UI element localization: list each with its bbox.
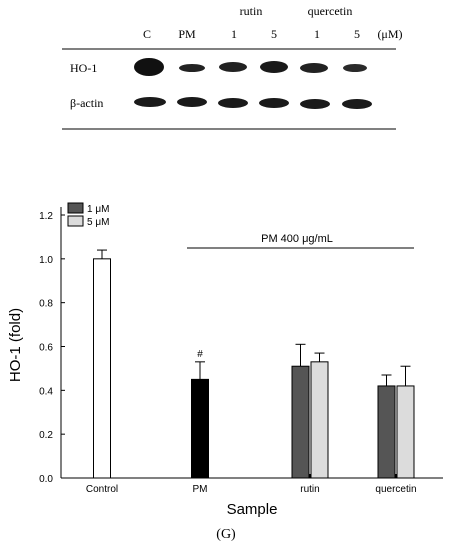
western-blot: rutin quercetin C PM 1 5 1 5 (μM) HO-1 β…: [62, 4, 403, 130]
bar-rutin: [310, 361, 329, 479]
blot-lane-label: 5: [354, 27, 360, 41]
bar-control: [93, 258, 111, 479]
figure-caption: (G): [216, 527, 236, 542]
legend-swatch-5um: [67, 215, 84, 227]
y-tick-label: 1.2: [39, 211, 53, 222]
y-tick-label: 0.0: [39, 474, 53, 485]
blot-band: [218, 98, 248, 108]
bar-quercetin: [396, 385, 415, 479]
bar-rutin: [291, 365, 310, 479]
blot-lane-label: C: [143, 27, 151, 41]
legend-swatch-1um: [67, 202, 84, 214]
x-tick-label: PM: [193, 484, 208, 495]
bars: #: [93, 249, 415, 479]
blot-band: [177, 97, 207, 107]
bar-chart: HO-1 (fold) Sample (G) 0.0 0.2 0.4 0.6 0.8 1.…: [7, 202, 443, 542]
x-tick-label: rutin: [300, 484, 319, 495]
blot-header-rutin: rutin: [240, 4, 263, 18]
blot-lane-label: 1: [231, 27, 237, 41]
blot-row-label-actin: β-actin: [70, 96, 103, 110]
x-ticks: Control PM rutin quercetin: [86, 474, 417, 495]
blot-row-label-ho1: HO-1: [70, 61, 97, 75]
blot-band: [134, 58, 164, 76]
blot-band: [260, 61, 288, 73]
y-tick-label: 0.4: [39, 386, 53, 397]
legend: 1 μM 5 μM: [67, 202, 109, 228]
legend-label-5um: 5 μM: [87, 217, 109, 228]
blot-lane-label: 5: [271, 27, 277, 41]
blot-band: [343, 64, 367, 72]
y-axis-label: HO-1 (fold): [7, 308, 24, 382]
blot-band: [219, 62, 247, 72]
bar-pm: [191, 378, 209, 479]
annotation-bracket-label: PM 400 μg/mL: [261, 233, 333, 245]
blot-band: [179, 64, 205, 72]
y-tick-label: 0.8: [39, 299, 53, 310]
x-axis-label: Sample: [227, 501, 278, 518]
y-ticks: 0.0 0.2 0.4 0.6 0.8 1.0 1.2: [39, 211, 65, 485]
legend-label-1um: 1 μM: [87, 204, 109, 215]
blot-band: [259, 98, 289, 108]
blot-band: [300, 63, 328, 73]
blot-lane-label: 1: [314, 27, 320, 41]
blot-band: [134, 97, 166, 107]
blot-band: [300, 99, 330, 109]
y-tick-label: 0.2: [39, 430, 53, 441]
y-tick-label: 0.6: [39, 343, 53, 354]
x-tick-label: quercetin: [375, 484, 416, 495]
x-tick-label: Control: [86, 484, 118, 495]
significance-mark: #: [197, 349, 203, 360]
y-tick-label: 1.0: [39, 255, 53, 266]
bar-quercetin: [377, 385, 396, 479]
blot-unit-label: (μM): [377, 27, 402, 41]
blot-header-quercetin: quercetin: [308, 4, 353, 18]
blot-lane-label: PM: [178, 27, 196, 41]
blot-band: [342, 99, 372, 109]
